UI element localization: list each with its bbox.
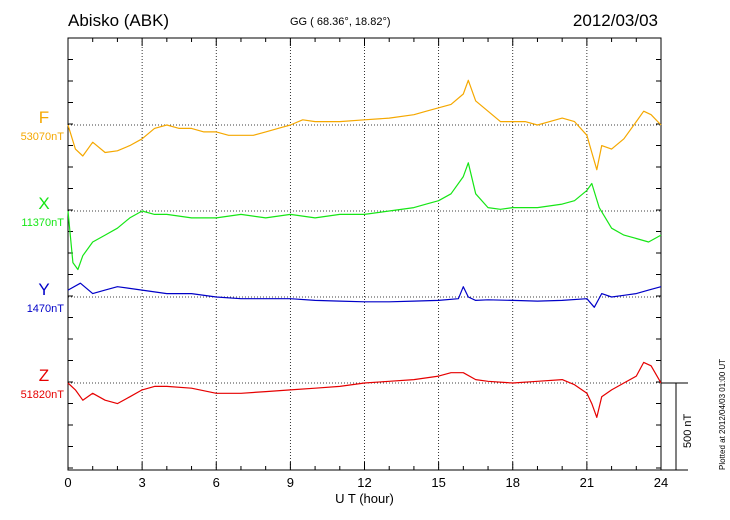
series-line-y	[67, 282, 662, 308]
x-tick-label: 24	[654, 475, 668, 490]
series-line-z	[67, 361, 662, 418]
series-baseline-x: 11370nT	[21, 217, 64, 229]
x-axis-label: U T (hour)	[335, 491, 394, 506]
x-tick-label: 18	[506, 475, 520, 490]
series-line-x	[67, 162, 662, 271]
coordinates-label: GG ( 68.36°, 18.82°)	[290, 16, 391, 28]
series-name-f: F	[39, 108, 49, 127]
series-name-z: Z	[39, 366, 49, 385]
station-title: Abisko (ABK)	[68, 11, 170, 30]
x-tick-label: 9	[287, 475, 294, 490]
date-label: 2012/03/03	[572, 11, 658, 30]
x-tick-label: 15	[431, 475, 445, 490]
series-name-y: Y	[38, 280, 49, 299]
x-tick-label: 0	[64, 475, 71, 490]
series-baseline-f: 53070nT	[21, 131, 65, 143]
x-tick-label: 21	[580, 475, 594, 490]
x-tick-label: 6	[213, 475, 220, 490]
series-name-x: X	[38, 194, 49, 213]
x-tick-label: 12	[357, 475, 371, 490]
x-tick-label: 3	[139, 475, 146, 490]
series-baseline-y: 1470nT	[27, 303, 65, 315]
series-line-f	[67, 79, 662, 171]
series-baseline-z: 51820nT	[21, 389, 65, 401]
